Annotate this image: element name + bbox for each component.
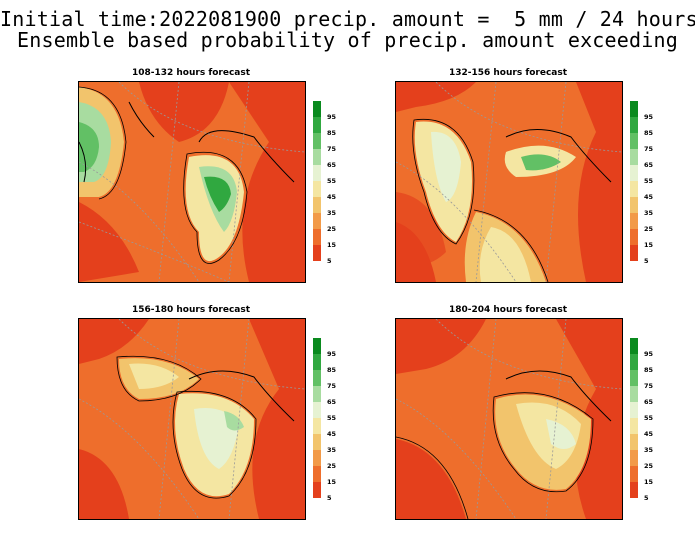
- panel-title: 132-156 hours forecast: [448, 68, 568, 78]
- colorbar-label: 95: [327, 113, 337, 121]
- colorbar-swatch: [630, 386, 638, 402]
- colorbar-label: 75: [327, 145, 337, 153]
- colorbar-swatch: [313, 229, 321, 245]
- colorbar-swatch: [313, 466, 321, 482]
- colorbar-swatch: [313, 181, 321, 197]
- colorbar-label: 25: [644, 462, 654, 470]
- colorbar-label: 75: [644, 382, 654, 390]
- probability-colorbar: 95 85 75 65 55 45 35 25 15 5: [630, 101, 660, 265]
- colorbar-swatch: [313, 434, 321, 450]
- panel-title: 180-204 hours forecast: [448, 305, 568, 315]
- colorbar-label: 85: [644, 129, 654, 137]
- colorbar-label: 5: [644, 494, 649, 502]
- colorbar-swatch: [630, 434, 638, 450]
- forecast-panel-2: 132-156 hours forecast: [395, 68, 695, 288]
- colorbar-label: 35: [327, 209, 337, 217]
- colorbar-label: 95: [327, 350, 337, 358]
- colorbar-label: 65: [327, 161, 337, 169]
- colorbar-label: 65: [327, 398, 337, 406]
- colorbar-swatch: [313, 450, 321, 466]
- colorbar-swatch: [313, 149, 321, 165]
- colorbar-label: 95: [644, 350, 654, 358]
- colorbar-swatch: [630, 418, 638, 434]
- colorbar-swatch: [630, 370, 638, 386]
- colorbar-label: 55: [327, 414, 337, 422]
- forecast-panel-4: 180-204 hours forecast 95 85: [395, 305, 695, 525]
- panel-title: 108-132 hours forecast: [131, 68, 251, 78]
- colorbar-label: 65: [644, 398, 654, 406]
- probability-colorbar: 95 85 75 65 55 45 35 25 15 5: [313, 338, 343, 502]
- colorbar-swatch: [630, 149, 638, 165]
- probability-map: [395, 81, 623, 283]
- colorbar-swatch: [313, 354, 321, 370]
- colorbar-label: 35: [644, 446, 654, 454]
- colorbar-swatch: [630, 181, 638, 197]
- colorbar-label: 45: [327, 430, 337, 438]
- colorbar-label: 15: [327, 241, 337, 249]
- colorbar-swatch: [313, 338, 321, 354]
- colorbar-swatch: [630, 197, 638, 213]
- colorbar-label: 5: [644, 257, 649, 265]
- colorbar-label: 5: [327, 257, 332, 265]
- colorbar-swatch: [630, 482, 638, 498]
- colorbar-swatch: [630, 466, 638, 482]
- colorbar-label: 25: [327, 225, 337, 233]
- colorbar-label: 25: [644, 225, 654, 233]
- colorbar-label: 65: [644, 161, 654, 169]
- colorbar-label: 15: [327, 478, 337, 486]
- colorbar-swatch: [630, 229, 638, 245]
- colorbar-label: 85: [644, 366, 654, 374]
- colorbar-label: 55: [644, 177, 654, 185]
- probability-map: [395, 318, 623, 520]
- colorbar-swatch: [630, 338, 638, 354]
- colorbar-swatch: [630, 133, 638, 149]
- colorbar-swatch: [313, 133, 321, 149]
- forecast-panel-3: 156-180 hours forecast: [78, 305, 408, 525]
- colorbar-label: 95: [644, 113, 654, 121]
- colorbar-label: 55: [327, 177, 337, 185]
- colorbar-swatch: [313, 213, 321, 229]
- colorbar-swatch: [313, 245, 321, 261]
- colorbar-label: 75: [327, 382, 337, 390]
- probability-colorbar: 95 85 75 65 55 45 35 25 15 5: [630, 338, 660, 502]
- colorbar-swatch: [313, 101, 321, 117]
- colorbar-label: 85: [327, 129, 337, 137]
- figure-title-line-1: Initial time:2022081900 precip. amount =…: [0, 7, 695, 31]
- colorbar-swatch: [630, 165, 638, 181]
- colorbar-label: 45: [327, 193, 337, 201]
- colorbar-label: 75: [644, 145, 654, 153]
- colorbar-swatch: [630, 450, 638, 466]
- colorbar-swatch: [313, 402, 321, 418]
- colorbar-label: 25: [327, 462, 337, 470]
- panel-title: 156-180 hours forecast: [131, 305, 251, 315]
- colorbar-swatch: [313, 165, 321, 181]
- colorbar-label: 35: [644, 209, 654, 217]
- colorbar-swatch: [630, 354, 638, 370]
- colorbar-label: 15: [644, 241, 654, 249]
- colorbar-swatch: [630, 101, 638, 117]
- colorbar-swatch: [630, 213, 638, 229]
- colorbar-label: 35: [327, 446, 337, 454]
- colorbar-label: 85: [327, 366, 337, 374]
- probability-map: [78, 318, 306, 520]
- colorbar-label: 45: [644, 193, 654, 201]
- colorbar-swatch: [630, 245, 638, 261]
- colorbar-swatch: [313, 386, 321, 402]
- probability-map: [78, 81, 306, 283]
- colorbar-swatch: [630, 402, 638, 418]
- figure-title-line-2: Ensemble based probability of precip. am…: [16, 28, 678, 52]
- colorbar-label: 55: [644, 414, 654, 422]
- colorbar-swatch: [630, 117, 638, 133]
- colorbar-swatch: [313, 197, 321, 213]
- colorbar-swatch: [313, 370, 321, 386]
- colorbar-swatch: [313, 117, 321, 133]
- colorbar-label: 15: [644, 478, 654, 486]
- colorbar-swatch: [313, 482, 321, 498]
- probability-colorbar: 95 85 75 65 55 45 35 25 15 5: [313, 101, 343, 265]
- forecast-panel-1: 108-132 hours forecast: [78, 68, 408, 288]
- colorbar-label: 45: [644, 430, 654, 438]
- colorbar-label: 5: [327, 494, 332, 502]
- colorbar-swatch: [313, 418, 321, 434]
